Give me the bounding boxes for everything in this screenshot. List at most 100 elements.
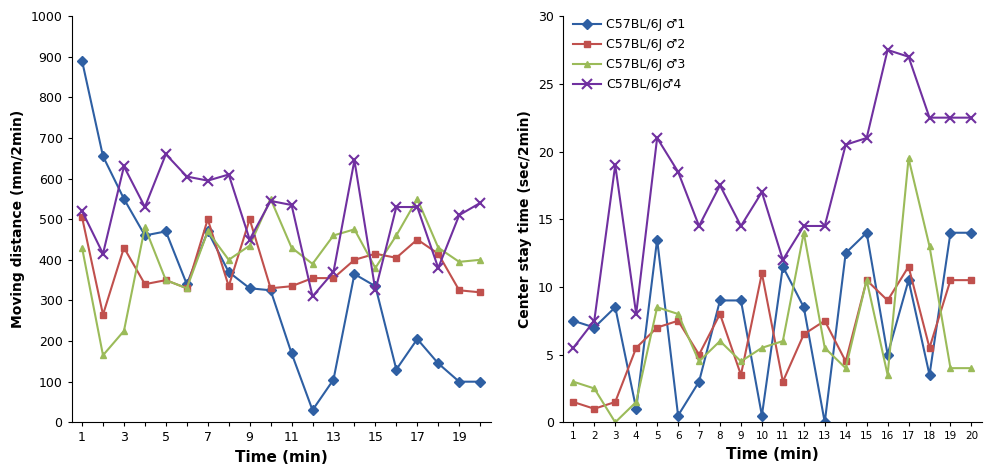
Line: C57BL/6J ♂3: C57BL/6J ♂3 [78,196,484,359]
C57BL/6J ♂1 [735,298,747,303]
C57BL/6J♂4 [411,204,423,210]
C57BL/6J ♂2 [651,325,663,330]
C57BL/6J ♂3 [714,338,726,344]
C57BL/6J ♂2 [160,278,172,283]
C57BL/6J ♂1 [475,379,487,385]
C57BL/6J ♂1 [286,350,298,356]
C57BL/6J♂4 [672,169,684,175]
C57BL/6J ♂2 [243,217,255,222]
X-axis label: Time (min): Time (min) [726,447,819,462]
C57BL/6J ♂2 [202,217,213,222]
Legend: C57BL/6J ♂1, C57BL/6J ♂2, C57BL/6J ♂3, C57BL/6J♂4: C57BL/6J ♂1, C57BL/6J ♂2, C57BL/6J ♂3, C… [573,18,685,91]
C57BL/6J♂4 [181,174,193,179]
C57BL/6J♂4 [307,294,319,299]
C57BL/6J ♂3 [369,265,381,271]
C57BL/6J ♂1 [588,325,600,330]
C57BL/6J♂4 [160,151,172,157]
C57BL/6J ♂2 [588,406,600,412]
Line: C57BL/6J♂4: C57BL/6J♂4 [568,45,976,353]
C57BL/6J♂4 [861,135,873,141]
C57BL/6J ♂3 [777,338,788,344]
C57BL/6J ♂3 [944,365,956,371]
C57BL/6J ♂2 [923,345,935,351]
C57BL/6J ♂3 [882,372,894,378]
C57BL/6J ♂1 [944,230,956,236]
C57BL/6J ♂2 [453,288,465,293]
C57BL/6J ♂2 [693,352,705,357]
C57BL/6J ♂2 [118,245,130,250]
C57BL/6J ♂1 [139,233,151,238]
C57BL/6J ♂3 [390,233,402,238]
C57BL/6J ♂1 [651,237,663,242]
C57BL/6J ♂3 [903,156,915,161]
C57BL/6J ♂1 [243,286,255,291]
C57BL/6J ♂3 [735,358,747,364]
C57BL/6J ♂1 [97,153,109,159]
C57BL/6J♂4 [76,208,88,214]
C57BL/6J ♂2 [965,278,977,283]
Y-axis label: Center stay time (sec/2min): Center stay time (sec/2min) [518,110,532,328]
C57BL/6J♂4 [714,182,726,188]
C57BL/6J ♂3 [349,227,360,232]
C57BL/6J ♂1 [349,271,360,277]
Line: C57BL/6J ♂3: C57BL/6J ♂3 [570,155,975,426]
C57BL/6J ♂1 [411,336,423,342]
C57BL/6J ♂3 [475,257,487,263]
C57BL/6J ♂2 [797,331,809,337]
C57BL/6J♂4 [453,212,465,218]
C57BL/6J ♂3 [118,328,130,334]
C57BL/6J ♂1 [567,318,579,324]
C57BL/6J ♂3 [693,358,705,364]
C57BL/6J ♂3 [222,257,234,263]
C57BL/6J ♂2 [349,257,360,263]
C57BL/6J ♂1 [76,58,88,64]
C57BL/6J♂4 [693,223,705,229]
C57BL/6J ♂3 [567,379,579,385]
C57BL/6J ♂2 [672,318,684,324]
C57BL/6J♂4 [328,269,340,275]
C57BL/6J ♂1 [453,379,465,385]
C57BL/6J ♂3 [819,345,831,351]
C57BL/6J ♂3 [861,278,873,283]
C57BL/6J ♂2 [882,298,894,303]
C57BL/6J ♂3 [160,278,172,283]
C57BL/6J ♂1 [432,360,444,366]
C57BL/6J ♂2 [411,237,423,242]
C57BL/6J ♂2 [631,345,642,351]
C57BL/6J ♂2 [861,278,873,283]
C57BL/6J ♂2 [181,286,193,291]
C57BL/6J ♂1 [610,304,622,310]
C57BL/6J ♂1 [328,377,340,383]
C57BL/6J♂4 [265,198,277,204]
C57BL/6J♂4 [475,200,487,206]
C57BL/6J ♂1 [672,413,684,418]
Line: C57BL/6J ♂1: C57BL/6J ♂1 [78,57,484,414]
C57BL/6J♂4 [202,178,213,183]
C57BL/6J♂4 [222,172,234,178]
C57BL/6J ♂2 [139,281,151,287]
C57BL/6J ♂2 [756,270,768,276]
C57BL/6J ♂3 [923,243,935,249]
C57BL/6J♂4 [944,115,956,120]
C57BL/6J ♂2 [432,251,444,257]
Line: C57BL/6J ♂2: C57BL/6J ♂2 [78,214,484,318]
C57BL/6J ♂1 [861,230,873,236]
C57BL/6J ♂3 [181,286,193,291]
C57BL/6J ♂2 [475,289,487,295]
C57BL/6J ♂3 [328,233,340,238]
C57BL/6J ♂2 [944,278,956,283]
C57BL/6J ♂1 [118,196,130,202]
C57BL/6J ♂1 [923,372,935,378]
C57BL/6J ♂2 [97,312,109,317]
C57BL/6J ♂3 [411,196,423,202]
C57BL/6J ♂3 [202,228,213,234]
C57BL/6J ♂2 [390,255,402,261]
C57BL/6J ♂1 [181,281,193,287]
C57BL/6J ♂2 [328,275,340,281]
C57BL/6J ♂3 [243,243,255,248]
C57BL/6J ♂2 [903,264,915,269]
C57BL/6J♂4 [903,54,915,60]
C57BL/6J ♂3 [651,304,663,310]
C57BL/6J ♂2 [265,286,277,291]
C57BL/6J ♂3 [139,225,151,230]
